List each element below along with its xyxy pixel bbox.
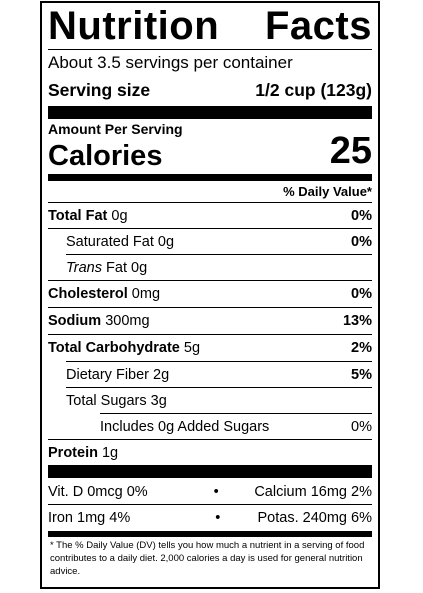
trans-fat-amount: 0g xyxy=(131,259,148,276)
calories-value: 25 xyxy=(329,130,372,172)
divider xyxy=(48,49,372,50)
serving-size-label: Serving size xyxy=(48,79,151,100)
total-fat-amount: 0g xyxy=(111,207,128,224)
total-carb-row: Total Carbohydrate 5g 2% xyxy=(48,335,372,361)
saturated-fat-amount: 0g xyxy=(157,233,175,250)
added-sugars-label: Includes 0g Added Sugars xyxy=(100,418,270,435)
total-sugars-amount: 3g xyxy=(150,392,167,409)
protein-amount: 1g xyxy=(101,444,119,461)
total-fat-label: Total Fat xyxy=(48,207,108,224)
total-sugars-label: Total Sugars xyxy=(66,392,147,409)
total-sugars-row: Total Sugars 3g xyxy=(48,388,372,413)
added-sugars-dv: 0% xyxy=(351,418,372,435)
trans-fat-row: Trans Fat 0g xyxy=(48,255,372,280)
bullet: • xyxy=(213,483,219,500)
divider xyxy=(48,334,372,335)
micros-row-2: Iron 1mg 4% • Potas. 240mg 6% xyxy=(48,505,372,530)
iron: Iron 1mg 4% xyxy=(48,509,131,526)
divider xyxy=(66,361,372,362)
thick-divider xyxy=(48,106,372,119)
sodium-row: Sodium 300mg 13% xyxy=(48,308,372,334)
amount-per-serving: Amount Per Serving xyxy=(48,120,372,138)
total-fat-dv: 0% xyxy=(351,207,372,224)
micros-row-1: Vit. D 0mcg 0% • Calcium 16mg 2% xyxy=(48,479,372,504)
total-carb-amount: 5g xyxy=(183,340,201,356)
total-fat-row: Total Fat 0g 0% xyxy=(48,203,372,228)
medium-divider xyxy=(48,174,372,181)
title-facts: Facts xyxy=(265,4,372,48)
fiber-dv: 5% xyxy=(351,366,372,383)
sodium-label: Sodium xyxy=(48,313,102,329)
divider xyxy=(48,504,372,505)
trans-fat-label-italic: Trans xyxy=(66,259,102,276)
sodium-amount: 300mg xyxy=(105,313,150,329)
fiber-amount: 2g xyxy=(153,366,170,383)
divider xyxy=(48,280,372,281)
divider xyxy=(48,439,372,440)
total-carb-label: Total Carbohydrate xyxy=(48,340,180,356)
amount-per-serving-text: Amount Per Serving xyxy=(48,121,183,137)
divider xyxy=(48,307,372,308)
trans-fat-label: Fat xyxy=(106,259,127,276)
divider xyxy=(48,202,372,203)
title-nutrition: Nutrition xyxy=(48,4,220,48)
divider xyxy=(66,254,372,255)
serving-size-row: Serving size 1/2 cup (123g) xyxy=(48,77,372,103)
saturated-fat-row: Saturated Fat 0g 0% xyxy=(48,229,372,254)
thick-divider xyxy=(48,465,372,478)
cholesterol-label: Cholesterol xyxy=(48,286,128,302)
divider xyxy=(66,387,372,388)
divider xyxy=(48,228,372,229)
serving-size-value: 1/2 cup (123g) xyxy=(255,79,372,100)
added-sugars-row: Includes 0g Added Sugars 0% xyxy=(48,414,372,439)
dv-header: % Daily Value* xyxy=(48,181,372,202)
cholesterol-row: Cholesterol 0mg 0% xyxy=(48,281,372,307)
medium-divider xyxy=(48,531,372,537)
potassium: Potas. 240mg 6% xyxy=(257,509,372,526)
saturated-fat-dv: 0% xyxy=(351,233,372,250)
servings-per-container: About 3.5 servings per container xyxy=(48,51,372,75)
fiber-row: Dietary Fiber 2g 5% xyxy=(48,362,372,387)
calories-label: Calories xyxy=(48,140,163,172)
protein-row: Protein 1g xyxy=(48,440,372,465)
divider xyxy=(100,413,372,414)
cholesterol-amount: 0mg xyxy=(131,286,161,302)
fiber-label: Dietary Fiber xyxy=(66,366,149,383)
footnote: * The % Daily Value (DV) tells you how m… xyxy=(50,540,365,577)
calcium: Calcium 16mg 2% xyxy=(254,483,372,500)
saturated-fat-label: Saturated Fat xyxy=(66,233,154,250)
total-carb-dv: 2% xyxy=(351,340,372,356)
nutrition-facts-label: Nutrition Facts About 3.5 servings per c… xyxy=(40,1,380,589)
vitamin-d: Vit. D 0mcg 0% xyxy=(48,483,148,500)
calories-row: Calories 25 xyxy=(48,125,372,171)
label-title: Nutrition Facts xyxy=(48,3,372,49)
servings-text: About 3.5 servings per container xyxy=(48,53,293,72)
bullet: • xyxy=(215,509,221,526)
dv-header-text: % Daily Value* xyxy=(283,184,372,199)
protein-label: Protein xyxy=(48,444,98,461)
cholesterol-dv: 0% xyxy=(351,286,372,302)
sodium-dv: 13% xyxy=(342,313,372,329)
